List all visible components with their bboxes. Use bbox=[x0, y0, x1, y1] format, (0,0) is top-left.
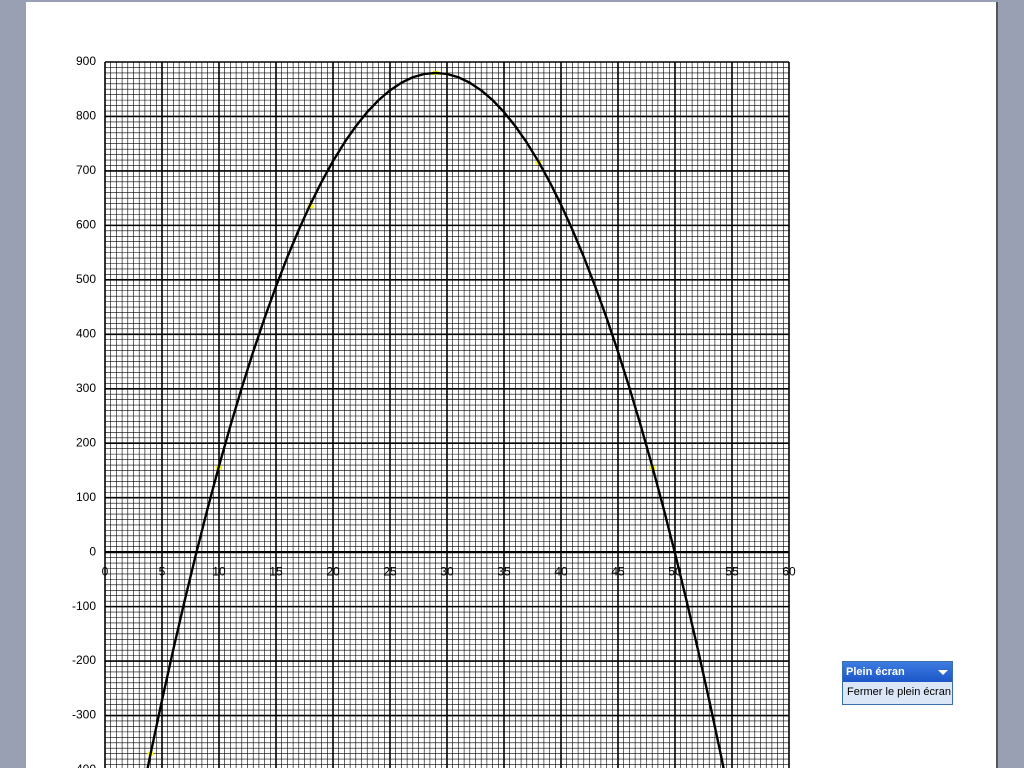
x-tick-label: 15 bbox=[269, 564, 283, 578]
y-tick-label: -300 bbox=[72, 708, 96, 722]
y-tick-label: 0 bbox=[89, 544, 96, 558]
x-tick-label: 5 bbox=[159, 564, 166, 578]
y-tick-label: 400 bbox=[76, 326, 96, 340]
y-tick-label: -200 bbox=[72, 653, 96, 667]
y-tick-label: 700 bbox=[76, 163, 96, 177]
x-tick-label: 25 bbox=[383, 564, 397, 578]
fullscreen-toolbar: Plein écran Fermer le plein écran bbox=[842, 661, 953, 705]
close-fullscreen-button[interactable]: Fermer le plein écran bbox=[847, 686, 951, 698]
toolbar-dropdown-arrow[interactable] bbox=[938, 670, 948, 675]
x-tick-label: 35 bbox=[497, 564, 511, 578]
y-tick-label: 300 bbox=[76, 381, 96, 395]
x-tick-label: 0 bbox=[102, 564, 109, 578]
x-tick-label: 20 bbox=[326, 564, 340, 578]
toolbar-title[interactable]: Plein écran bbox=[843, 662, 952, 682]
x-tick-label: 60 bbox=[782, 564, 796, 578]
toolbar-title-text: Plein écran bbox=[846, 666, 905, 678]
top-frame bbox=[0, 0, 1024, 2]
y-tick-label: 900 bbox=[76, 54, 96, 68]
y-tick-label: -400 bbox=[72, 762, 96, 768]
x-tick-label: 10 bbox=[212, 564, 226, 578]
x-tick-label: 55 bbox=[725, 564, 739, 578]
x-tick-label: 40 bbox=[554, 564, 568, 578]
y-tick-label: -100 bbox=[72, 599, 96, 613]
x-tick-label: 45 bbox=[611, 564, 625, 578]
x-tick-label: 30 bbox=[440, 564, 454, 578]
y-tick-label: 800 bbox=[76, 109, 96, 123]
y-tick-label: 500 bbox=[76, 272, 96, 286]
trend-line bbox=[146, 71, 725, 768]
y-tick-label: 200 bbox=[76, 435, 96, 449]
y-tick-label: 600 bbox=[76, 218, 96, 232]
right-frame bbox=[996, 0, 1024, 768]
y-tick-label: 100 bbox=[76, 490, 96, 504]
left-frame bbox=[0, 0, 26, 768]
